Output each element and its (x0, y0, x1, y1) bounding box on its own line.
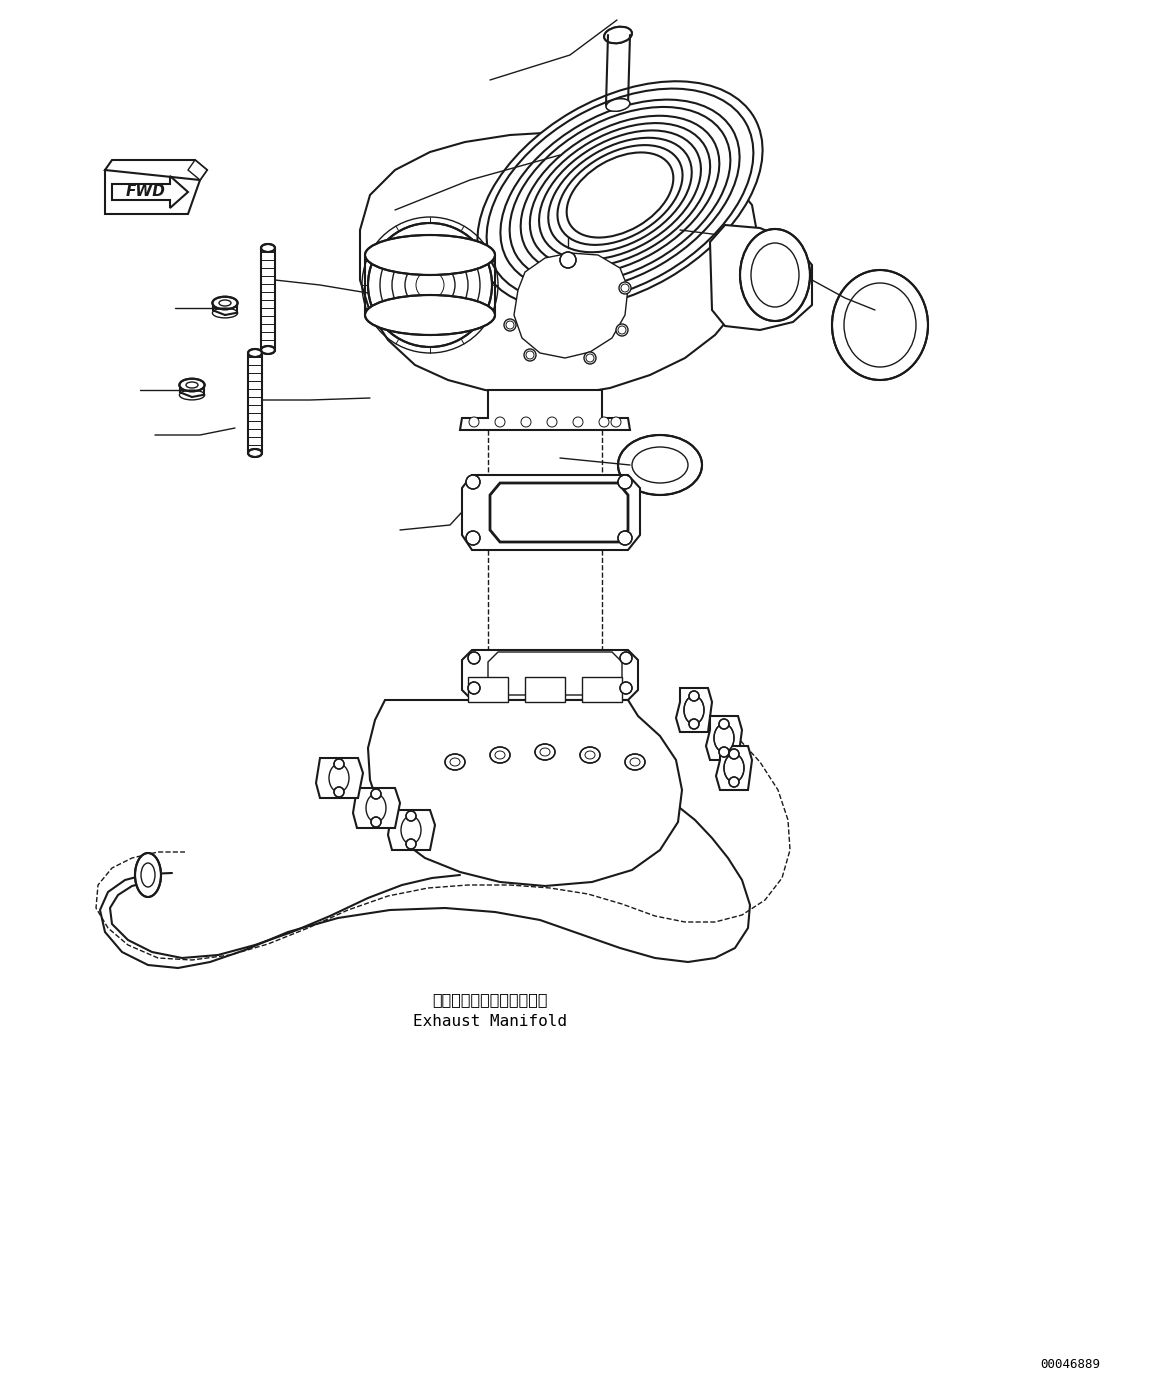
Ellipse shape (725, 754, 744, 782)
Ellipse shape (535, 745, 555, 760)
Polygon shape (709, 225, 812, 331)
Ellipse shape (547, 417, 557, 426)
Text: 00046889: 00046889 (1040, 1358, 1100, 1371)
Ellipse shape (406, 839, 416, 849)
Ellipse shape (248, 449, 262, 457)
Polygon shape (706, 715, 742, 760)
Ellipse shape (604, 26, 632, 43)
Ellipse shape (466, 531, 480, 544)
Ellipse shape (248, 349, 262, 357)
Ellipse shape (261, 346, 274, 354)
Ellipse shape (466, 475, 480, 489)
Bar (582, 676, 622, 701)
Polygon shape (354, 788, 400, 828)
Ellipse shape (371, 789, 381, 799)
Polygon shape (105, 169, 200, 214)
Ellipse shape (604, 26, 632, 43)
Polygon shape (676, 688, 712, 732)
Ellipse shape (606, 99, 630, 111)
Ellipse shape (688, 690, 699, 701)
Ellipse shape (729, 749, 739, 758)
Text: FWD: FWD (126, 185, 166, 200)
Ellipse shape (406, 811, 416, 821)
Polygon shape (514, 253, 628, 358)
Text: エキゾーストマニホールド: エキゾーストマニホールド (433, 993, 548, 1007)
Ellipse shape (365, 235, 495, 275)
Ellipse shape (490, 747, 511, 763)
Polygon shape (388, 810, 435, 850)
Bar (525, 676, 565, 701)
Polygon shape (490, 483, 628, 542)
Ellipse shape (561, 251, 576, 268)
Polygon shape (461, 390, 630, 431)
Polygon shape (105, 160, 207, 181)
Ellipse shape (445, 754, 465, 770)
Ellipse shape (334, 758, 344, 770)
Ellipse shape (611, 417, 621, 426)
Polygon shape (188, 160, 207, 181)
Ellipse shape (740, 229, 809, 321)
Ellipse shape (371, 817, 381, 826)
Ellipse shape (504, 319, 516, 331)
Ellipse shape (599, 417, 609, 426)
Ellipse shape (368, 224, 492, 347)
Ellipse shape (618, 531, 632, 544)
Ellipse shape (606, 99, 630, 111)
Polygon shape (316, 758, 363, 799)
Polygon shape (462, 475, 640, 550)
Ellipse shape (580, 747, 600, 763)
Ellipse shape (261, 244, 274, 251)
Ellipse shape (573, 417, 583, 426)
Polygon shape (488, 651, 622, 694)
Ellipse shape (365, 294, 495, 335)
Ellipse shape (478, 82, 763, 308)
Ellipse shape (719, 747, 729, 757)
Ellipse shape (468, 651, 480, 664)
Ellipse shape (729, 776, 739, 788)
Ellipse shape (525, 349, 536, 361)
Ellipse shape (468, 682, 480, 694)
Polygon shape (368, 700, 682, 886)
Ellipse shape (521, 115, 720, 274)
Ellipse shape (719, 720, 729, 729)
Ellipse shape (540, 131, 701, 260)
Ellipse shape (334, 788, 344, 797)
Text: Exhaust Manifold: Exhaust Manifold (413, 1014, 568, 1029)
Ellipse shape (557, 144, 683, 244)
Ellipse shape (688, 720, 699, 729)
Ellipse shape (620, 651, 632, 664)
Ellipse shape (584, 351, 595, 364)
Ellipse shape (469, 417, 479, 426)
Ellipse shape (620, 682, 632, 694)
Ellipse shape (714, 724, 734, 751)
Ellipse shape (618, 475, 632, 489)
Polygon shape (716, 746, 752, 790)
Ellipse shape (135, 853, 160, 897)
Ellipse shape (213, 297, 237, 310)
Ellipse shape (618, 435, 702, 494)
Polygon shape (462, 650, 638, 700)
Polygon shape (361, 132, 758, 394)
Ellipse shape (521, 417, 531, 426)
Ellipse shape (625, 754, 645, 770)
Ellipse shape (616, 324, 628, 336)
Ellipse shape (495, 417, 505, 426)
Ellipse shape (832, 269, 928, 381)
Bar (468, 676, 508, 701)
Ellipse shape (619, 282, 632, 294)
Ellipse shape (179, 379, 205, 392)
Ellipse shape (500, 100, 740, 290)
Ellipse shape (684, 696, 704, 724)
